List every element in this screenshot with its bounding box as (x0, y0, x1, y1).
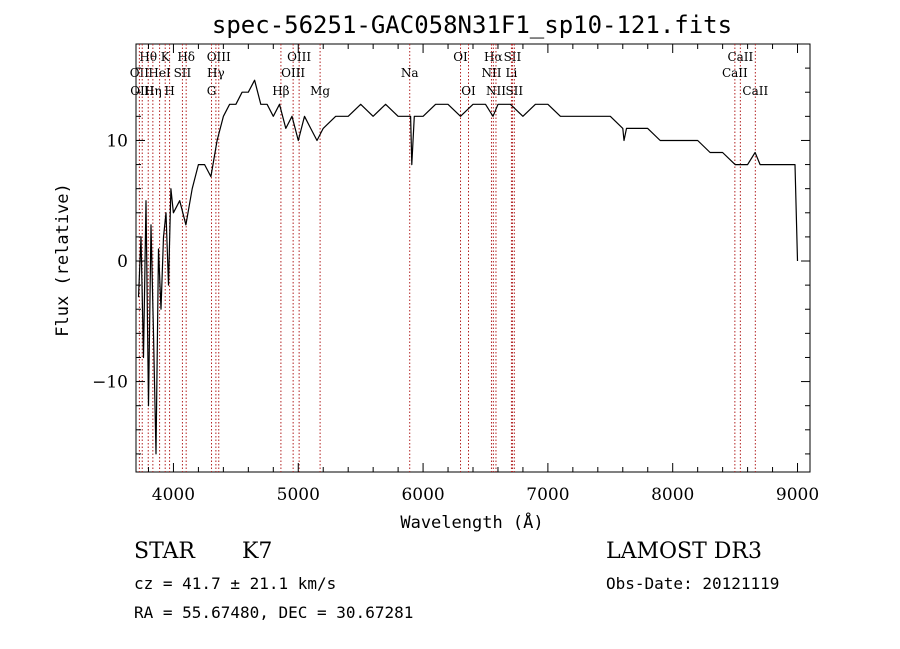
line-marker-label: Hδ (177, 50, 195, 64)
line-marker-label: Na (401, 66, 419, 80)
redshift-velocity: cz = 41.7 ± 21.1 km/s (134, 574, 337, 593)
x-tick-label: 8000 (651, 485, 694, 505)
line-marker-label: SII (505, 84, 523, 98)
x-tick-label: 6000 (401, 485, 444, 505)
x-tick-label: 7000 (526, 485, 569, 505)
line-marker-label: OIII (130, 84, 154, 98)
y-axis: −10 0 10 (92, 67, 810, 455)
line-marker-label: OII (130, 66, 150, 80)
line-marker-label: OI (453, 50, 468, 64)
y-tick-label: 0 (117, 252, 128, 272)
line-marker-label: G (207, 84, 217, 98)
line-marker-label: Hθ (139, 50, 157, 64)
y-axis-label: Flux (relative) (53, 183, 73, 337)
line-marker-label: OIII (207, 50, 231, 64)
object-subclass: K7 (242, 539, 273, 564)
plot-frame (135, 43, 811, 473)
x-tick-label: 5000 (277, 485, 320, 505)
x-axis: 4000 5000 6000 7000 8000 9000 (147, 44, 819, 505)
series-line-flux (137, 79, 799, 455)
line-marker-label: CaII (727, 50, 753, 64)
observation-date: Obs-Date: 20121119 (606, 574, 780, 593)
line-marker-label: NII (481, 66, 501, 80)
line-marker-label: H (164, 84, 174, 98)
series-group (137, 79, 799, 455)
x-tick-label: 4000 (152, 485, 195, 505)
line-marker-label: Hγ (207, 66, 225, 80)
object-class: STAR (134, 539, 195, 564)
coordinates: RA = 55.67480, DEC = 30.67281 (134, 603, 414, 622)
chart-title: spec-56251-GAC058N31F1_sp10-121.fits (212, 11, 732, 39)
line-marker-label: NII (486, 84, 506, 98)
x-axis-label: Wavelength (Å) (400, 511, 543, 533)
line-marker-label: SII (504, 50, 522, 64)
line-marker-label: Mg (310, 84, 330, 98)
line-marker-label: OI (461, 84, 476, 98)
line-marker-label: K (161, 50, 171, 64)
line-marker-label: Li (506, 66, 518, 80)
line-marker-label: Hβ (272, 84, 289, 98)
line-marker-label: OIII (281, 66, 305, 80)
line-marker-label: HeI (148, 66, 171, 80)
x-tick-label: 9000 (776, 485, 819, 505)
line-marker-label: Hα (484, 50, 503, 64)
y-tick-label: 10 (106, 131, 128, 151)
line-marker-label: CaII (742, 84, 768, 98)
y-tick-label: −10 (92, 373, 128, 393)
line-marker-label: SII (174, 66, 192, 80)
line-marker-label: CaII (722, 66, 748, 80)
line-marker-label: OIII (287, 50, 311, 64)
line-marker-label: Hη (144, 84, 162, 98)
survey-name: LAMOST DR3 (606, 539, 762, 564)
